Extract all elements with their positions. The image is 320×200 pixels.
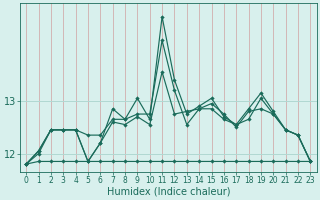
X-axis label: Humidex (Indice chaleur): Humidex (Indice chaleur) <box>107 187 230 197</box>
